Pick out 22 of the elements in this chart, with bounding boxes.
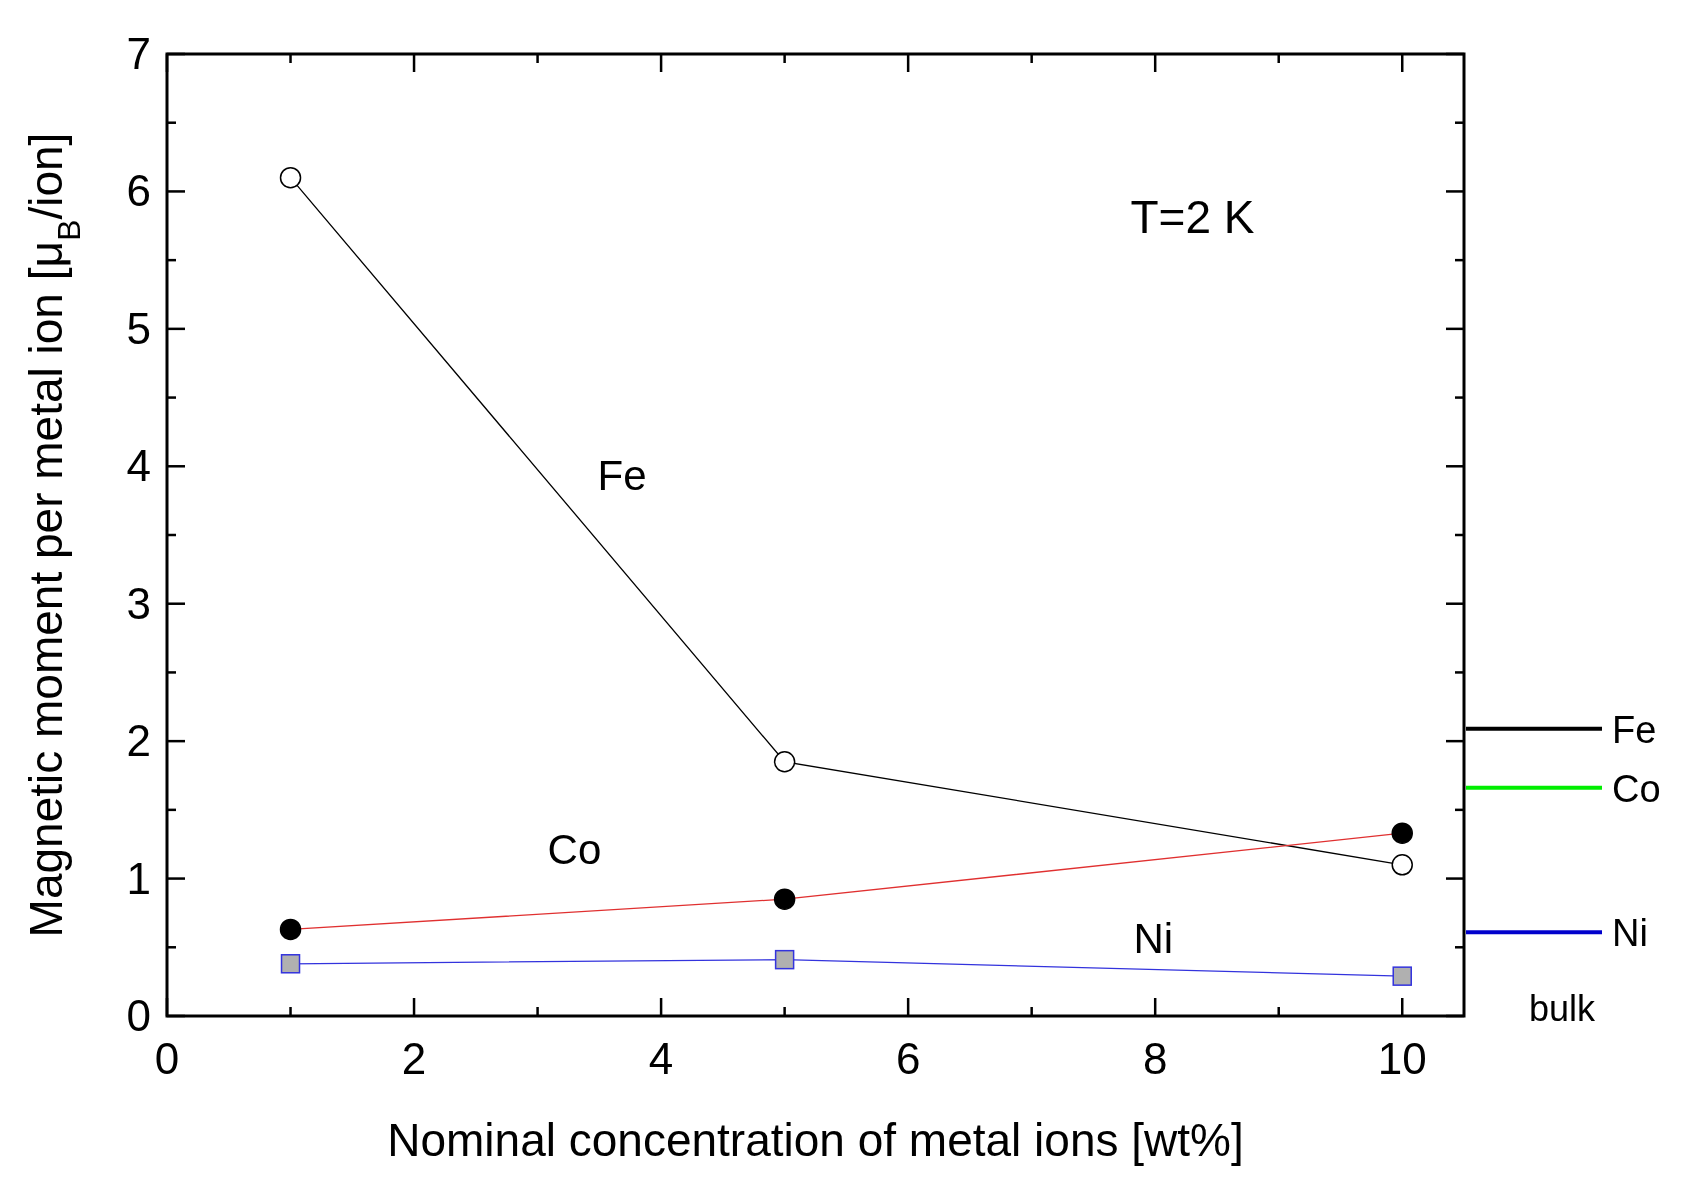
series-label: Co — [547, 826, 602, 874]
x-tick-label: 2 — [401, 1034, 427, 1083]
y-tick-label: 4 — [126, 441, 151, 491]
ref-line-label: Fe — [1612, 708, 1657, 751]
ref-line-label: Ni — [1612, 912, 1648, 955]
y-tick-label: 6 — [126, 166, 151, 216]
y-tick-label: 0 — [126, 991, 151, 1040]
series-label: Ni — [1133, 914, 1174, 962]
x-tick-label: 10 — [1377, 1034, 1427, 1083]
annotation: T=2 K — [1130, 190, 1255, 243]
x-tick-label: 4 — [648, 1034, 674, 1083]
y-tick-label: 7 — [126, 29, 151, 78]
x-tick-label: 6 — [895, 1034, 921, 1083]
y-tick-label: 3 — [126, 578, 151, 628]
text: bulk — [1529, 988, 1597, 1029]
y-tick-label: 1 — [126, 853, 151, 903]
series-label: Fe — [597, 451, 647, 499]
ref-line-label: Co — [1612, 767, 1661, 810]
y-tick-label: 5 — [126, 303, 151, 353]
y-tick-label: 2 — [126, 716, 151, 766]
x-tick-label: 8 — [1142, 1034, 1168, 1083]
x-axis-title: Nominal concentration of metal ions [wt%] — [387, 1114, 1244, 1166]
